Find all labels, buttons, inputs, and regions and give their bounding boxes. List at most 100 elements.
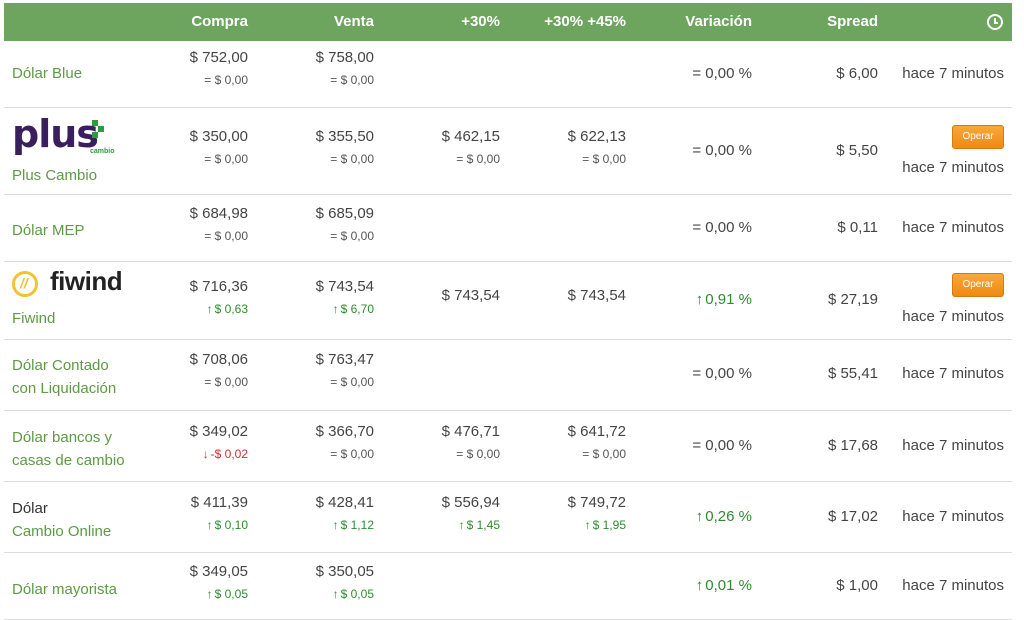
header-plus30-45[interactable]: +30% +45% (544, 13, 626, 30)
delta-text: $ 1,95 (592, 518, 626, 532)
updated-time: hace 7 minutos (902, 365, 1004, 382)
spread-value: $ 17,02 (827, 508, 878, 525)
operar-button[interactable]: Operar (952, 273, 1004, 297)
compra-cell: $ 349,02 ↓ -$ 0,02 (190, 423, 248, 461)
compra-value: $ 411,39 (190, 494, 248, 511)
row-name-line: Dólar (12, 500, 48, 517)
compra-delta: = $ 0,00 (204, 375, 248, 389)
header-spread[interactable]: Spread (827, 13, 878, 30)
spread-value: $ 17,68 (827, 437, 878, 454)
delta-text: $ 0,05 (214, 587, 248, 601)
venta-value: $ 355,50 (315, 128, 374, 145)
header-venta[interactable]: Venta (333, 13, 374, 30)
logo-square (98, 126, 104, 132)
variacion-text: 0,91 % (705, 291, 752, 308)
venta-value: $ 743,54 (315, 278, 374, 295)
plus30-value: $ 743,54 (441, 287, 500, 304)
arrow-up-icon: ↑ (332, 587, 339, 601)
row-name-link[interactable]: Dólar Contado con Liquidación (12, 354, 116, 400)
plus30-45-value: $ 622,13 (567, 128, 626, 145)
venta-cell: $ 763,47 = $ 0,00 (316, 351, 374, 389)
row-name: Plus Cambio (12, 167, 98, 184)
arrow-up-icon: ↑ (695, 291, 704, 308)
plus30-45-cell: $ 749,72 ↑ $ 1,95 (568, 494, 626, 532)
venta-cell: $ 758,00 = $ 0,00 (316, 49, 374, 87)
updated-time: hace 7 minutos (902, 65, 1004, 82)
operar-button[interactable]: Operar (952, 125, 1004, 149)
compra-delta: = $ 0,00 (204, 152, 248, 166)
compra-value: $ 708,06 (189, 351, 248, 368)
arrow-up-icon: ↑ (695, 508, 704, 525)
compra-value: $ 684,98 (189, 205, 248, 222)
row-name-link[interactable]: Dólar Blue (12, 65, 83, 82)
compra-cell: $ 350,00 = $ 0,00 (190, 128, 248, 166)
venta-delta: = $ 0,00 (330, 229, 374, 243)
plus30-cell: $ 476,71 = $ 0,00 (442, 423, 500, 461)
variacion-value: = 0,00 % (692, 437, 752, 454)
plus30-45-cell: $ 622,13 = $ 0,00 (568, 128, 626, 166)
arrow-up-icon: ↑ (584, 518, 591, 532)
spread-value: $ 0,11 (837, 219, 878, 236)
header-compra[interactable]: Compra (191, 13, 248, 30)
row-name-link[interactable]: Dólar bancos y casas de cambio (12, 426, 125, 472)
venta-cell: $ 428,41 ↑ $ 1,12 (316, 494, 374, 532)
updated-time: hace 7 minutos (902, 308, 1004, 325)
spread-value: $ 5,50 (836, 142, 878, 159)
venta-cell: $ 350,05 ↑ $ 0,05 (316, 563, 374, 601)
venta-cell: $ 355,50 = $ 0,00 (316, 128, 374, 166)
table-row: plus cambio Plus Cambio $ 350,00 = $ 0,0… (4, 108, 1012, 195)
plus30-45-delta: = $ 0,00 (582, 152, 626, 166)
plus30-45-delta: = $ 0,00 (582, 447, 626, 461)
compra-cell: $ 752,00 = $ 0,00 (190, 49, 248, 87)
venta-delta: ↑ $ 6,70 (316, 302, 374, 316)
row-name-link[interactable]: Dólar mayorista (12, 581, 118, 598)
venta-delta: ↑ $ 0,05 (316, 587, 374, 601)
venta-cell: $ 685,09 = $ 0,00 (316, 205, 374, 243)
plus30-delta: ↑ $ 1,45 (442, 518, 500, 532)
logo-square (92, 120, 98, 126)
plus30-value: $ 556,94 (441, 494, 500, 511)
venta-value: $ 366,70 (315, 423, 374, 440)
venta-value: $ 763,47 (315, 351, 374, 368)
spread-value: $ 55,41 (827, 365, 878, 382)
compra-delta: ↑ $ 0,10 (191, 518, 248, 532)
row-name-line: con Liquidación (12, 380, 117, 397)
spread-value: $ 1,00 (836, 577, 878, 594)
updated-time: hace 7 minutos (902, 219, 1004, 236)
updated-time: hace 7 minutos (902, 159, 1004, 176)
header-plus30[interactable]: +30% (461, 13, 500, 30)
compra-value: $ 349,02 (189, 423, 248, 440)
quotes-table: Compra Venta +30% +30% +45% Variación Sp… (4, 3, 1012, 620)
header-variacion[interactable]: Variación (685, 13, 752, 30)
venta-delta: = $ 0,00 (330, 447, 374, 461)
table-row: Dólar bancos y casas de cambio $ 349,02 … (4, 411, 1012, 482)
delta-text: $ 0,05 (340, 587, 374, 601)
table-row: Dólar mayorista $ 349,05 ↑ $ 0,05 $ 350,0… (4, 553, 1012, 620)
plus30-delta: = $ 0,00 (456, 447, 500, 461)
variacion-value: = 0,00 % (692, 142, 752, 159)
venta-delta: ↑ $ 1,12 (316, 518, 374, 532)
arrow-up-icon: ↑ (332, 302, 339, 316)
compra-delta: = $ 0,00 (204, 229, 248, 243)
delta-text: $ 6,70 (340, 302, 374, 316)
compra-delta: ↓ -$ 0,02 (190, 447, 248, 461)
variacion-value: ↑ 0,01 % (696, 577, 752, 594)
venta-value: $ 428,41 (315, 494, 374, 511)
spread-value: $ 27,19 (827, 291, 878, 308)
logo-square (92, 132, 98, 138)
plus30-value: $ 462,15 (441, 128, 500, 145)
plus30-delta: = $ 0,00 (456, 152, 500, 166)
venta-delta: = $ 0,00 (330, 73, 374, 87)
variacion-value: = 0,00 % (692, 365, 752, 382)
fiwind-logo[interactable]: fiwind (12, 266, 132, 302)
logo-subtext: cambio (90, 148, 115, 155)
row-name-link[interactable]: Dólar Cambio Online (12, 497, 111, 543)
plus-cambio-logo[interactable]: plus cambio (12, 112, 122, 158)
table-row: Dólar Cambio Online $ 411,39 ↑ $ 0,10 $ 4… (4, 482, 1012, 553)
venta-value: $ 685,09 (315, 205, 374, 222)
row-name-link[interactable]: Dólar MEP (12, 222, 85, 239)
plus30-45-value: $ 743,54 (567, 287, 626, 304)
compra-value: $ 752,00 (189, 49, 248, 66)
delta-text: -$ 0,02 (210, 447, 248, 461)
compra-cell: $ 684,98 = $ 0,00 (190, 205, 248, 243)
